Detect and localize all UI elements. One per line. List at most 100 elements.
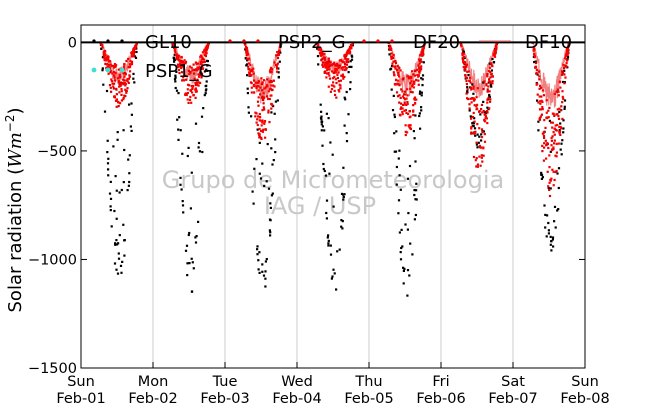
point [123, 94, 126, 97]
point [249, 81, 252, 84]
point [391, 109, 395, 112]
point [248, 73, 251, 76]
point [131, 51, 134, 54]
point [407, 112, 410, 116]
point [264, 277, 267, 280]
point [406, 101, 409, 104]
point [485, 110, 488, 113]
point [244, 57, 247, 60]
point [187, 146, 190, 149]
point [106, 65, 109, 68]
point [393, 74, 396, 77]
point [203, 49, 207, 52]
point [493, 49, 497, 52]
point [115, 217, 118, 220]
point [562, 127, 565, 130]
point [338, 90, 341, 93]
x-tick-label-day: Thu [354, 374, 382, 390]
point [342, 198, 345, 201]
point [339, 79, 342, 82]
point [268, 121, 271, 124]
point [269, 71, 272, 74]
point [101, 69, 104, 72]
point [406, 75, 409, 78]
point [203, 60, 206, 63]
point [103, 52, 106, 56]
point [260, 129, 263, 133]
point [273, 112, 276, 115]
point [118, 191, 121, 194]
point [555, 113, 558, 116]
point [557, 90, 560, 93]
point [198, 66, 201, 69]
point [548, 188, 551, 191]
point [468, 79, 471, 82]
point [337, 65, 340, 68]
point [462, 66, 465, 69]
point [109, 197, 113, 200]
point [532, 46, 535, 49]
point [564, 56, 567, 60]
point [180, 55, 183, 59]
point [334, 67, 337, 70]
point [114, 99, 118, 102]
point [263, 96, 266, 99]
point [270, 102, 273, 106]
point [470, 101, 473, 104]
point [547, 116, 550, 119]
point [260, 120, 263, 123]
point [248, 71, 251, 74]
point [475, 96, 478, 99]
point [328, 172, 331, 175]
point [106, 139, 109, 142]
point [482, 154, 485, 157]
point [202, 107, 205, 110]
point [397, 212, 400, 215]
point [256, 118, 259, 121]
point [560, 142, 563, 145]
point [412, 110, 415, 113]
point [260, 83, 263, 86]
point [343, 63, 347, 66]
point [184, 74, 187, 77]
y-tick-label: −1500 [28, 361, 77, 377]
point [257, 80, 260, 83]
point [566, 48, 569, 51]
point [273, 85, 276, 88]
point [244, 42, 247, 46]
point [341, 220, 344, 223]
point [122, 83, 125, 86]
point [271, 68, 274, 71]
point [130, 113, 133, 116]
point [119, 81, 123, 84]
point [555, 155, 558, 158]
point [172, 44, 175, 47]
point [271, 192, 274, 195]
point [196, 78, 199, 81]
point [418, 112, 421, 115]
point [418, 71, 421, 74]
point [543, 136, 546, 139]
legend-dot [376, 39, 380, 43]
point [472, 92, 475, 95]
point [321, 57, 324, 60]
point [490, 69, 493, 72]
point [345, 52, 348, 55]
point [333, 61, 336, 64]
point [548, 194, 552, 198]
point [134, 44, 137, 48]
point [321, 120, 324, 123]
point [197, 146, 200, 149]
point [561, 90, 564, 93]
point [409, 82, 412, 85]
point [118, 91, 121, 94]
legend-dot [119, 67, 125, 73]
point [541, 100, 544, 103]
point [186, 88, 189, 91]
point [418, 92, 421, 95]
point [191, 290, 194, 293]
legend-dot [106, 39, 110, 43]
point [489, 70, 492, 74]
point [279, 51, 282, 54]
point [323, 129, 326, 132]
